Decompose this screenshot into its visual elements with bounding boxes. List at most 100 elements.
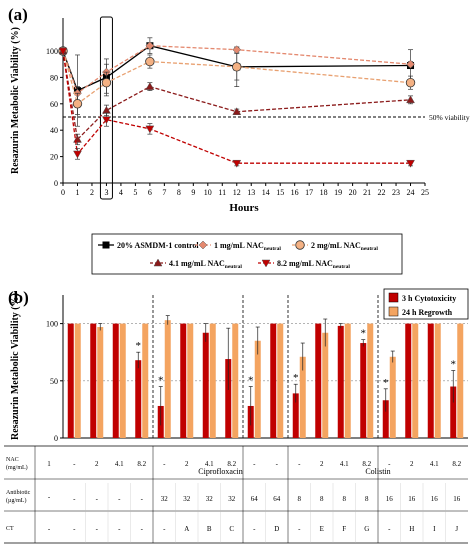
- legend-marker-a: [153, 258, 163, 267]
- legend-name-a: 8.2 mg/mL NAC: [277, 259, 333, 268]
- table-cell-b: -: [96, 525, 99, 533]
- y-tick-label-a: 40: [50, 126, 58, 135]
- bar-b: [412, 323, 419, 438]
- x-tick-label-a: 5: [133, 188, 137, 197]
- table-cell-b: -: [73, 525, 76, 533]
- significance-star-b: *: [361, 328, 367, 340]
- table-cell-b: J: [455, 525, 458, 533]
- y-tick-label-a: 60: [50, 100, 58, 109]
- y-tick-label-b: 50: [50, 377, 58, 386]
- y-axis-title-a: Resazurin Metabolic Viability (%): [10, 27, 21, 174]
- bar-b: [142, 323, 149, 438]
- x-tick-label-a: 1: [75, 188, 79, 197]
- bar-b: [209, 323, 216, 438]
- data-point-a: [58, 47, 68, 56]
- x-tick-label-a: 22: [378, 188, 386, 197]
- table-cell-b: -: [388, 460, 391, 468]
- x-tick-label-a: 18: [320, 188, 328, 197]
- significance-star-b: *: [383, 377, 389, 389]
- bar-b: [254, 340, 261, 438]
- series-b-1: [74, 315, 464, 438]
- x-tick-label-a: 24: [407, 188, 415, 197]
- bar-b: [90, 323, 97, 438]
- data-point-a: [232, 62, 242, 72]
- legend-subscript-a: neutral: [225, 264, 243, 270]
- table-row-sublabel-b: (mg/mL): [6, 464, 28, 471]
- legend-label-a: 4.1 mg/mL NACneutral: [169, 259, 242, 270]
- bar-b: [225, 359, 232, 438]
- table-cell-b: 1: [47, 460, 51, 468]
- x-tick-label-a: 21: [363, 188, 371, 197]
- x-tick-label-a: 6: [148, 188, 152, 197]
- data-point-a: [73, 150, 82, 159]
- table-cell-b: 8.2: [362, 460, 371, 468]
- x-tick-label-a: 25: [421, 188, 429, 197]
- data-point-a: [232, 159, 242, 168]
- legend-name-a: 1 mg/mL NAC: [214, 241, 264, 250]
- table-cell-b: 32: [228, 495, 236, 503]
- legend-a: 20% ASMDM-1 control 1 mg/mL NACneutral 2 m…: [91, 233, 403, 275]
- table-cell-b: I: [433, 525, 436, 533]
- reference-label-a: 50% viability: [429, 113, 470, 122]
- data-point-a: [102, 105, 111, 114]
- bar-b: [164, 320, 171, 438]
- significance-star-b: *: [451, 359, 457, 371]
- series-line-a: [62, 50, 411, 105]
- legend-b: 3 h Cytotoxicity 24 h Regrowth: [383, 288, 469, 320]
- data-point-a: [145, 82, 155, 90]
- legend-label-a: 8.2 mg/mL NACneutral: [277, 259, 350, 270]
- bar-b: [427, 323, 434, 438]
- x-axis-title-a: Hours: [229, 202, 259, 214]
- series-b-0: * * * * * * *: [67, 323, 457, 438]
- y-tick-label-a: 0: [54, 179, 58, 188]
- bar-b: [337, 325, 344, 438]
- table-cell-b: G: [364, 525, 369, 533]
- y-tick-label-a: 20: [50, 153, 58, 162]
- bar-b: [135, 360, 142, 438]
- highlight-box-a: [99, 16, 113, 200]
- x-tick-label-a: 23: [392, 188, 400, 197]
- series-line-a: [62, 50, 411, 164]
- panel-label-b: (b): [8, 288, 29, 307]
- bar-b: [315, 323, 322, 438]
- table-cell-b: -: [163, 525, 166, 533]
- legend-name-a: 4.1 mg/mL NAC: [169, 259, 225, 268]
- legend-name-a: 20% ASMDM-1 control: [117, 241, 199, 250]
- bar-b: [67, 323, 74, 438]
- data-point-a: [405, 77, 416, 88]
- series-a-4: [58, 47, 415, 168]
- legend-swatch-b: [388, 292, 399, 303]
- bar-b: [292, 393, 299, 438]
- x-tick-label-a: 7: [162, 188, 166, 197]
- x-tick-label-a: 12: [233, 188, 241, 197]
- data-point-a: [406, 59, 415, 69]
- x-tick-label-a: 3: [104, 188, 108, 197]
- significance-star-b: *: [248, 375, 254, 387]
- table-cell-b: 4.1: [340, 460, 349, 468]
- table-cell-b: 16: [386, 495, 394, 503]
- significance-star-b: *: [158, 375, 164, 387]
- x-tick-label-a: 2: [90, 188, 94, 197]
- table-cell-b: 64: [251, 495, 259, 503]
- table-cell-b: A: [184, 525, 189, 533]
- legend-subscript-a: neutral: [264, 246, 282, 252]
- bar-b: [434, 323, 441, 438]
- table-cell-b: 8: [320, 495, 324, 503]
- legend-label-a: 20% ASMDM-1 control: [117, 241, 199, 250]
- bar-b: [277, 323, 284, 438]
- table-cell-b: 16: [431, 495, 439, 503]
- data-point-a: [406, 95, 415, 104]
- table-cell-b: 4.1: [430, 460, 439, 468]
- legend-marker-a: [102, 241, 110, 249]
- y-tick-label-a: 80: [50, 73, 58, 82]
- bar-b: [202, 332, 209, 438]
- x-tick-label-a: 13: [247, 188, 255, 197]
- bar-b: [382, 400, 389, 438]
- bar-b: [74, 323, 81, 438]
- table-row-sublabel-b: (µg/mL): [6, 497, 26, 504]
- table-cell-b: 64: [273, 495, 281, 503]
- legend-swatch-b: [388, 306, 399, 317]
- x-tick-label-a: 10: [204, 188, 212, 197]
- table-cell-b: -: [163, 460, 166, 468]
- bar-b: [457, 323, 464, 438]
